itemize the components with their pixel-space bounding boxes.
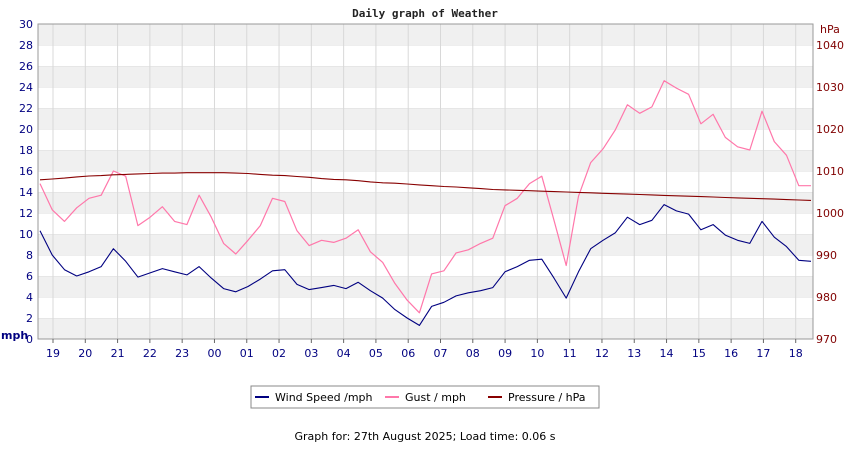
y-tick-label: 28 (19, 39, 33, 52)
plot-frame (37, 23, 814, 340)
x-tick-label: 14 (660, 347, 674, 360)
series-line-gust (39, 80, 811, 314)
y-tick-label: 30 (19, 18, 33, 31)
grid-band (38, 318, 813, 339)
y2-tick-label: 1010 (816, 165, 844, 178)
chart-title: Daily graph of Weather (352, 7, 498, 20)
y-tick-label: 12 (19, 207, 33, 220)
y-tick-label: 0 (26, 333, 33, 346)
legend-label: Pressure / hPa (508, 391, 586, 404)
y2-tick-label: 1030 (816, 81, 844, 94)
y2-tick-label: 980 (816, 291, 837, 304)
grid-band (38, 171, 813, 192)
y2-tick-label: 1000 (816, 207, 844, 220)
x-tick-label: 18 (789, 347, 803, 360)
legend-label: Gust / mph (405, 391, 466, 404)
y2-axis-ticks: 970 980 990 1000 1010 1020 1030 1040 (816, 39, 844, 346)
grid-band (38, 87, 813, 108)
series-line-wind-speed (39, 204, 812, 326)
y-tick-label: 20 (19, 123, 33, 136)
x-tick-label: 16 (724, 347, 738, 360)
y2-tick-label: 1040 (816, 39, 844, 52)
x-tick-label: 11 (563, 347, 577, 360)
x-tick-label: 02 (272, 347, 286, 360)
legend-box (250, 385, 600, 409)
footer-text: Graph for: 27th August 2025; Load time: … (294, 430, 556, 443)
x-tick-label: 23 (175, 347, 189, 360)
grid-band (38, 129, 813, 150)
grid-band (38, 66, 813, 87)
y-tick-label: 16 (19, 165, 33, 178)
grid-band (38, 192, 813, 213)
y-tick-label: 26 (19, 60, 33, 73)
x-tick-label: 08 (466, 347, 480, 360)
grid-band (38, 108, 813, 129)
x-tick-label: 06 (401, 347, 415, 360)
series-lines (39, 80, 812, 326)
y2-tick-label: 1020 (816, 123, 844, 136)
y-axis-label: mph (1, 329, 28, 342)
y-tick-label: 22 (19, 102, 33, 115)
grid-band (38, 234, 813, 255)
x-tick-label: 09 (498, 347, 512, 360)
series-line-pressure (39, 172, 812, 201)
y-tick-label: 6 (26, 270, 33, 283)
y2-axis-label: hPa (820, 23, 840, 36)
grid-bands (38, 23, 813, 339)
x-tick-label: 12 (595, 347, 609, 360)
grid-band (38, 150, 813, 171)
legend-label: Wind Speed /mph (275, 391, 373, 404)
x-axis-ticks: 19 20 21 22 23 00 01 02 03 04 05 06 07 08 09 10 11 12 13 14… (46, 339, 803, 360)
grid-band (38, 45, 813, 66)
y-tick-label: 14 (19, 186, 33, 199)
grid-band (38, 297, 813, 318)
y2-tick-label: 970 (816, 333, 837, 346)
grid-band (38, 255, 813, 276)
x-tick-label: 03 (304, 347, 318, 360)
x-tick-label: 01 (240, 347, 254, 360)
legend: Wind Speed /mph Gust / mph Pressure / hPa (250, 385, 600, 409)
y-tick-label: 2 (26, 312, 33, 325)
x-tick-label: 00 (207, 347, 221, 360)
x-tick-label: 13 (627, 347, 641, 360)
x-tick-label: 10 (530, 347, 544, 360)
x-tick-label: 19 (46, 347, 60, 360)
grid-band (38, 24, 813, 45)
x-tick-label: 17 (756, 347, 770, 360)
grid-band (38, 213, 813, 234)
y-tick-label: 4 (26, 291, 33, 304)
grid-band (38, 276, 813, 297)
x-tick-label: 04 (337, 347, 351, 360)
x-tick-label: 22 (143, 347, 157, 360)
y-tick-label: 24 (19, 81, 33, 94)
x-tick-label: 20 (78, 347, 92, 360)
x-tick-label: 05 (369, 347, 383, 360)
y-tick-label: 8 (26, 249, 33, 262)
y-tick-label: 18 (19, 144, 33, 157)
x-tick-label: 15 (692, 347, 706, 360)
y-tick-label: 10 (19, 228, 33, 241)
y2-tick-label: 990 (816, 249, 837, 262)
x-tick-label: 21 (111, 347, 125, 360)
x-tick-label: 07 (434, 347, 448, 360)
